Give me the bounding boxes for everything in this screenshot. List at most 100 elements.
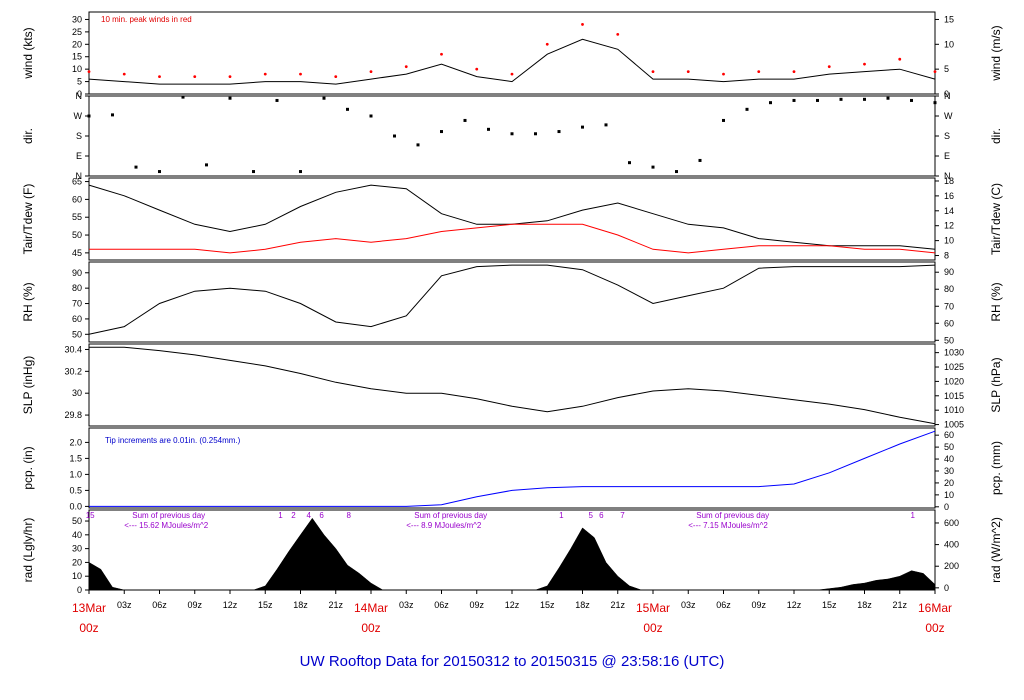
x-tick-label: 21z [610,600,625,610]
radiation-sum-note: <--- 7.15 MJoules/m^2 [688,521,768,530]
wind-direction-point [534,132,537,136]
peak-wind-point [440,52,443,56]
wind-direction-point [792,98,796,102]
peak-wind-point [334,75,338,79]
y-tick-label-right: 60 [944,430,954,440]
y-tick-label-right: 200 [944,561,959,571]
x-day-time-label: 00z [361,621,380,635]
peak-wind-point [404,65,408,69]
x-tick-label: 03z [399,600,414,610]
x-tick-label: 12z [223,600,238,610]
wind-direction-point [675,170,678,174]
x-day-date-label: 14Mar [354,601,388,615]
wind-direction-point [275,98,279,102]
y-tick-label: 20 [72,39,82,49]
radiation-hour-marker: 6 [319,511,324,520]
x-tick-label: 03z [117,600,132,610]
y-tick-label-right: 20 [944,478,954,488]
radiation-hour-marker: 1 [278,511,283,520]
y-tick-label: 50 [72,329,82,339]
y-tick-label-right: 30 [944,466,954,476]
wind-direction-point [651,165,655,169]
peak-wind-point [792,70,796,74]
y-tick-label-right: 400 [944,540,959,550]
y-tick-label: 40 [72,530,82,540]
y-tick-label: 0 [77,585,82,595]
x-day-time-label: 00z [643,621,662,635]
wind-direction-point [134,165,138,169]
y-axis-label: wind (kts) [21,27,35,79]
radiation-hour-marker: 15 [86,511,95,520]
y-tick-label: 65 [72,177,82,187]
y-tick-label-right: 60 [944,318,954,328]
wind-direction-point [299,170,302,174]
y-tick-label-right: 8 [944,251,949,261]
y-tick-label-right: 18 [944,176,954,186]
y-tick-label: S [76,131,82,141]
y-tick-label: 30 [72,388,82,398]
panel-frame [88,177,936,261]
y-tick-label: 10 [72,64,82,74]
y-tick-label: N [76,171,83,181]
y-axis-label: SLP (inHg) [21,356,35,414]
panel-frame [88,95,936,177]
x-tick-label: 09z [187,600,202,610]
wind-direction-point [557,130,561,134]
x-tick-label: 18z [293,600,308,610]
y-tick-label-right: 10 [944,236,954,246]
panel-0: 0 5 10 15 20 25 30 0 5 10 15 wind (kts) wind (m/s) 10… [21,11,1003,99]
y-tick-label: 55 [72,212,82,222]
x-tick-label: 06z [434,600,449,610]
wind-direction-point [604,123,608,127]
peak-wind-point [686,70,690,74]
wind-direction-point [581,125,584,129]
x-tick-label: 03z [681,600,696,610]
y-tick-label: 60 [72,194,82,204]
y-tick-label: 0.0 [69,501,82,511]
y-tick-label: 50 [72,230,82,240]
y-tick-label-right: 80 [944,284,954,294]
y-tick-label: 29.8 [64,410,82,420]
y-tick-label-right: 1030 [944,348,964,358]
y-tick-label-right: 12 [944,221,954,231]
y-axis-label-right: wind (m/s) [989,25,1003,81]
y-axis-label-right: RH (%) [989,282,1003,321]
y-tick-label-right: 0 [944,89,949,99]
wind-direction-point [252,170,255,174]
radiation-sum-note: <--- 8.9 MJoules/m^2 [406,521,482,530]
peak-wind-point [263,72,267,76]
y-tick-label-right: 1020 [944,376,964,386]
y-tick-label-right: 15 [944,14,954,24]
y-tick-label-right: 50 [944,335,954,345]
radiation-sum-note: Sum of previous day [132,511,205,520]
y-tick-label-right: 10 [944,490,954,500]
peak-wind-point [616,32,620,36]
y-tick-label-right: 0 [944,583,949,593]
y-tick-label-right: 1015 [944,391,964,401]
peak-wind-point [722,72,725,76]
y-tick-label: 1.5 [69,453,82,463]
series-line-0 [88,264,936,335]
y-tick-label: 5 [77,77,82,87]
peak-wind-point [510,72,514,76]
x-tick-label: 21z [328,600,343,610]
y-tick-label: 15 [72,52,82,62]
y-tick-label-right: 1005 [944,420,964,430]
y-tick-label-right: 1010 [944,405,964,415]
x-day-date-label: 16Mar [918,601,952,615]
peak-wind-point [369,70,373,74]
panel-4: 29.8 30 30.2 30.4 1005 1010 1015 1020 1025 1030 SL… [21,343,1003,430]
peak-wind-point [545,42,549,46]
y-tick-label: W [74,111,83,121]
radiation-hour-marker: 1 [559,511,564,520]
peak-wind-point [898,57,902,61]
wind-direction-point [228,96,232,100]
y-tick-label-right: 40 [944,454,954,464]
wind-direction-point [205,163,208,167]
wind-direction-point [369,114,373,118]
x-tick-label: 18z [575,600,590,610]
y-tick-label: 0 [77,89,82,99]
wind-direction-point [463,118,467,122]
wind-direction-point [440,130,443,134]
